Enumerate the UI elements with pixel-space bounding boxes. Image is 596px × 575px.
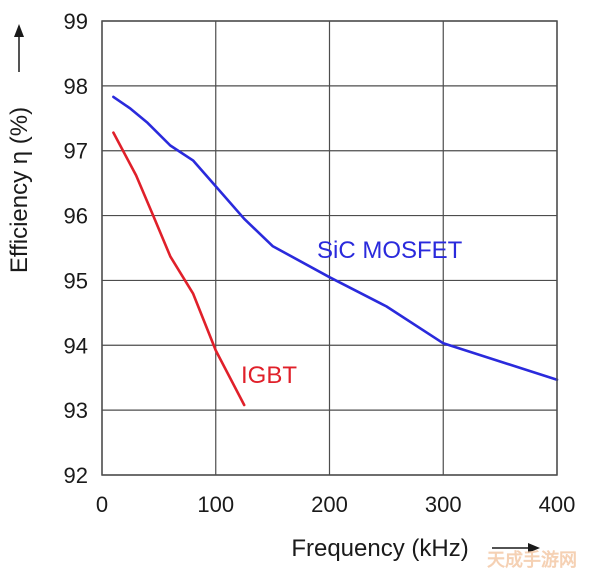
x-tick-label: 200 bbox=[311, 492, 348, 517]
igbt-label: IGBT bbox=[241, 362, 297, 389]
y-tick-label: 99 bbox=[64, 9, 88, 34]
y-tick-label: 93 bbox=[64, 398, 88, 423]
plot-frame bbox=[101, 20, 558, 476]
sic-mosfet-line bbox=[112, 95, 559, 382]
y-tick-label: 94 bbox=[64, 333, 88, 358]
y-axis-title: Efficiency η (%) bbox=[6, 107, 33, 273]
series-lines bbox=[112, 95, 559, 407]
x-tick-label: 0 bbox=[96, 492, 108, 517]
sic-mosfet-label: SiC MOSFET bbox=[317, 237, 463, 264]
x-tick-label: 300 bbox=[425, 492, 462, 517]
watermark-text: 天成手游网 bbox=[487, 549, 577, 571]
y-tick-label: 92 bbox=[64, 463, 88, 488]
y-tick-label: 97 bbox=[64, 139, 88, 164]
x-axis-title: Frequency (kHz) bbox=[291, 535, 468, 562]
x-tick-label: 100 bbox=[197, 492, 234, 517]
y-tick-label: 95 bbox=[64, 268, 88, 293]
igbt-line bbox=[112, 131, 246, 407]
x-axis-arrow bbox=[492, 543, 540, 553]
y-tick-label: 98 bbox=[64, 74, 88, 99]
y-tick-label: 96 bbox=[64, 204, 88, 229]
x-tick-label: 400 bbox=[539, 492, 576, 517]
tick-labels: 92 93 94 95 96 97 98 99 0 100 200 300 400 bbox=[64, 9, 576, 517]
y-axis-arrow bbox=[14, 24, 24, 72]
